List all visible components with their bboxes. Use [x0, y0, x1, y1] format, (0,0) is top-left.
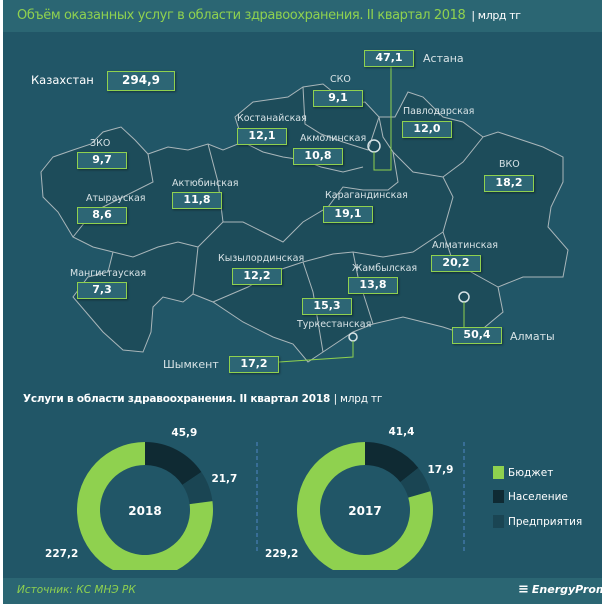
- chart-unit: | млрд тг: [333, 393, 383, 405]
- chart-title-text: Услуги в области здравоохранения. II ква…: [23, 393, 331, 405]
- infographic: Объём оказанных услуг в области здравоох…: [3, 0, 605, 604]
- donut-slice-population: [145, 442, 202, 485]
- region-label: Шымкент: [163, 358, 219, 371]
- header: Объём оказанных услуг в области здравоох…: [3, 0, 602, 32]
- region-value: 7,3: [77, 282, 127, 299]
- title-text: Объём оказанных услуг в области здравоох…: [17, 8, 466, 23]
- donut-slice-enterprises: [400, 467, 431, 498]
- region-value: 13,8: [348, 277, 398, 294]
- data-label: 41,4: [388, 425, 415, 438]
- legend-label: Население: [508, 490, 568, 503]
- shymkent-pin-icon: [348, 332, 358, 342]
- legend-label: Предприятия: [508, 515, 583, 528]
- region-value: 12,2: [232, 268, 282, 285]
- region-value: 47,1: [364, 50, 414, 67]
- legend-label: Бюджет: [508, 466, 554, 479]
- region-label: Атырауская: [86, 193, 146, 204]
- data-label: 227,2: [45, 548, 79, 560]
- donut-center-label: 2017: [348, 504, 381, 518]
- kazakhstan-label: Казахстан: [31, 73, 94, 87]
- logo-text: EnergyProm: [531, 583, 605, 596]
- donut-center-label: 2018: [128, 504, 161, 518]
- region-value: 17,2: [229, 356, 279, 373]
- region-label: Астана: [423, 52, 464, 65]
- region-label: Алматинская: [432, 240, 498, 251]
- data-label: 45,9: [171, 427, 198, 440]
- data-label: 17,9: [427, 463, 454, 476]
- region-label: Кызылординская: [218, 253, 305, 264]
- region-label: Карагандинская: [325, 190, 408, 201]
- region-label: ВКО: [499, 159, 520, 170]
- astana-leader-line: [373, 66, 392, 171]
- legend-swatch: [493, 466, 504, 479]
- region-value: 11,8: [172, 192, 222, 209]
- region-label: Акмолинская: [300, 133, 367, 144]
- region-label: Павлодарская: [403, 106, 475, 117]
- region-label: ЗКО: [90, 138, 111, 149]
- kazakhstan-value: 294,9: [107, 71, 175, 91]
- donut-slice-population: [365, 442, 419, 483]
- region-label: Мангистауская: [70, 268, 147, 279]
- region-value: 19,1: [323, 206, 373, 223]
- legend-swatch: [493, 515, 504, 528]
- donut-charts: 2018 2017: [77, 442, 465, 570]
- source-text: Источник: КС МНЭ РК: [17, 584, 136, 596]
- legend-item-population: Население: [493, 490, 568, 503]
- title-unit: | млрд тг: [471, 9, 521, 22]
- legend-item-enterprises: Предприятия: [493, 515, 582, 528]
- donut-slice-budget: [297, 442, 433, 570]
- title: Объём оказанных услуг в области здравоох…: [17, 8, 521, 23]
- region-value: 12,0: [402, 121, 452, 138]
- donut-slice-enterprises: [182, 472, 213, 505]
- legend-swatch: [493, 490, 504, 503]
- data-label: 21,7: [211, 472, 238, 485]
- logo-icon: ≡: [518, 582, 529, 597]
- region-label: Туркестанская: [297, 319, 372, 330]
- region-value: 10,8: [293, 148, 343, 165]
- region-label: Костанайская: [237, 113, 307, 124]
- kazakhstan-map: [40, 66, 569, 363]
- region-label: СКО: [330, 74, 351, 85]
- region-value: 50,4: [452, 327, 502, 344]
- region-value: 9,1: [313, 90, 363, 107]
- region-label: Алматы: [510, 330, 555, 343]
- region-value: 12,1: [237, 128, 287, 145]
- footer: Источник: КС МНЭ РК ≡ EnergyProm: [3, 578, 605, 604]
- shymkent-leader-line: [278, 341, 354, 363]
- region-value: 18,2: [484, 175, 534, 192]
- legend-item-budget: Бюджет: [493, 466, 553, 479]
- region-value: 15,3: [302, 298, 352, 315]
- energyprom-logo: ≡ EnergyProm: [518, 582, 605, 597]
- region-value: 20,2: [431, 255, 481, 272]
- region-label: Актюбинская: [172, 178, 239, 189]
- chart-title: Услуги в области здравоохранения. II ква…: [23, 393, 382, 405]
- region-value: 8,6: [77, 207, 127, 224]
- donut-slice-budget: [77, 442, 213, 570]
- data-label: 229,2: [265, 548, 299, 560]
- region-label: Жамбылская: [352, 263, 418, 274]
- region-value: 9,7: [77, 152, 127, 169]
